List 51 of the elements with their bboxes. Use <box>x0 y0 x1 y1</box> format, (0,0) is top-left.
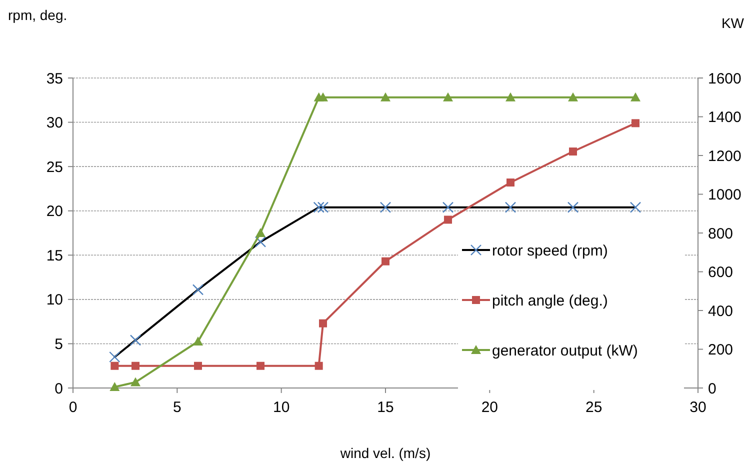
point <box>630 92 640 102</box>
y-tick-label: 15 <box>46 247 63 264</box>
legend-label: rotor speed (rpm) <box>492 242 608 260</box>
point <box>380 92 390 102</box>
point <box>569 148 577 156</box>
y2-tick-label: 1200 <box>708 148 742 165</box>
point <box>632 119 640 128</box>
x-tick-label: 25 <box>585 399 602 416</box>
y-tick-label: 35 <box>46 70 63 88</box>
y2-tick-label: 0 <box>708 380 716 398</box>
x-axis-title: wind vel. (m/s) <box>339 445 431 461</box>
y2-axis-title: KW <box>721 15 745 31</box>
point <box>256 362 264 370</box>
y-tick-label: 30 <box>46 114 63 132</box>
y2-tick-label: 1400 <box>708 109 742 126</box>
point <box>443 92 453 102</box>
point <box>256 228 266 237</box>
legend-label: pitch angle (deg.) <box>492 292 608 310</box>
y2-tick-label: 600 <box>708 264 734 281</box>
point <box>319 319 327 328</box>
point <box>132 362 140 370</box>
point <box>318 92 328 102</box>
y-tick-label: 5 <box>54 336 63 353</box>
x-tick-label: 10 <box>272 399 290 416</box>
point <box>314 362 323 370</box>
x-tick-label: 0 <box>68 399 78 416</box>
point <box>110 382 120 392</box>
point <box>193 336 203 346</box>
point <box>568 92 578 102</box>
point <box>382 257 390 266</box>
y2-tick-label: 1600 <box>708 70 742 88</box>
y-tick-label: 20 <box>46 203 63 220</box>
y2-tick-label: 200 <box>708 342 734 358</box>
y2-tick-label: 800 <box>708 225 734 242</box>
x-tick-label: 5 <box>172 399 182 416</box>
y-tick-label: 25 <box>46 158 63 176</box>
y-tick-label: 0 <box>54 380 63 398</box>
point <box>506 92 516 102</box>
legend-label: generator output (kW) <box>492 342 638 360</box>
x-tick-label: 30 <box>690 399 706 416</box>
x-tick-label: 15 <box>377 399 394 416</box>
point <box>194 362 202 370</box>
y2-tick-label: 1000 <box>708 186 742 204</box>
y-tick-label: 10 <box>46 292 63 309</box>
x-tick-label: 20 <box>481 399 498 416</box>
point <box>444 216 452 224</box>
point <box>110 362 119 370</box>
y2-tick-label: 400 <box>708 302 734 320</box>
point <box>130 377 140 386</box>
y-axis-title: rpm, deg. <box>8 7 68 23</box>
point <box>506 178 514 187</box>
